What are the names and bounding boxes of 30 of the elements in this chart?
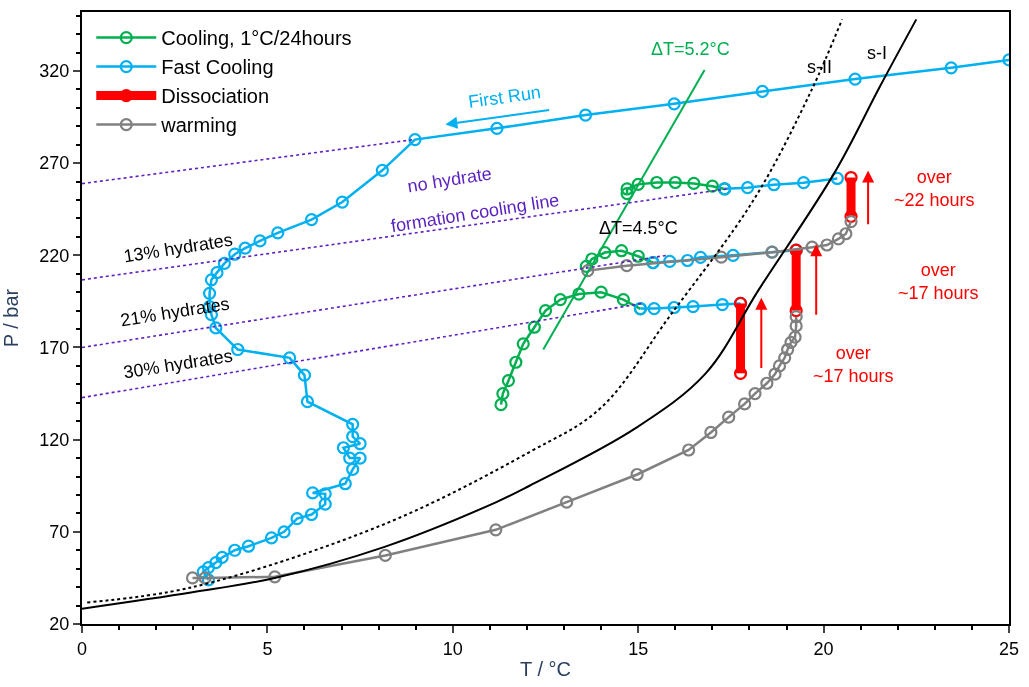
annotation: 21% hydrates — [119, 293, 231, 331]
y-tick-label: 270 — [39, 153, 70, 174]
legend-label: Fast Cooling — [161, 56, 274, 79]
x-tick-label: 10 — [442, 638, 463, 659]
y-tick-label: 220 — [39, 245, 70, 266]
annotation: 30% hydrates — [122, 345, 234, 383]
x-axis-title: T / °C — [520, 657, 571, 680]
x-tick-label: 5 — [262, 638, 273, 659]
annotation: over ~22 hours — [894, 167, 975, 211]
x-tick-label: 0 — [76, 638, 88, 659]
annotation: no hydrate — [405, 163, 494, 197]
y-tick-label: 120 — [39, 429, 70, 450]
legend-label: Dissociation — [161, 85, 270, 108]
annotation: First Run — [466, 82, 543, 113]
y-tick-label: 170 — [39, 337, 70, 358]
annotation: s-II — [807, 57, 832, 77]
x-tick-label: 15 — [628, 638, 649, 659]
x-tick-label: 20 — [813, 638, 834, 659]
y-axis-title: P / bar — [0, 288, 23, 348]
annotation: ΔT=5.2°C — [651, 39, 730, 59]
y-tick-label: 20 — [49, 614, 70, 635]
legend-label: warming — [160, 114, 237, 137]
y-tick-label: 320 — [39, 61, 70, 82]
y-tick-label: 70 — [49, 522, 70, 543]
annotation: over ~17 hours — [898, 260, 979, 304]
x-tick-label: 25 — [998, 638, 1020, 659]
legend-label: Cooling, 1°C/24hours — [161, 27, 352, 50]
annotation: 13% hydrates — [122, 229, 234, 267]
annotation: s-I — [867, 43, 887, 63]
annotation: over ~17 hours — [813, 343, 894, 387]
